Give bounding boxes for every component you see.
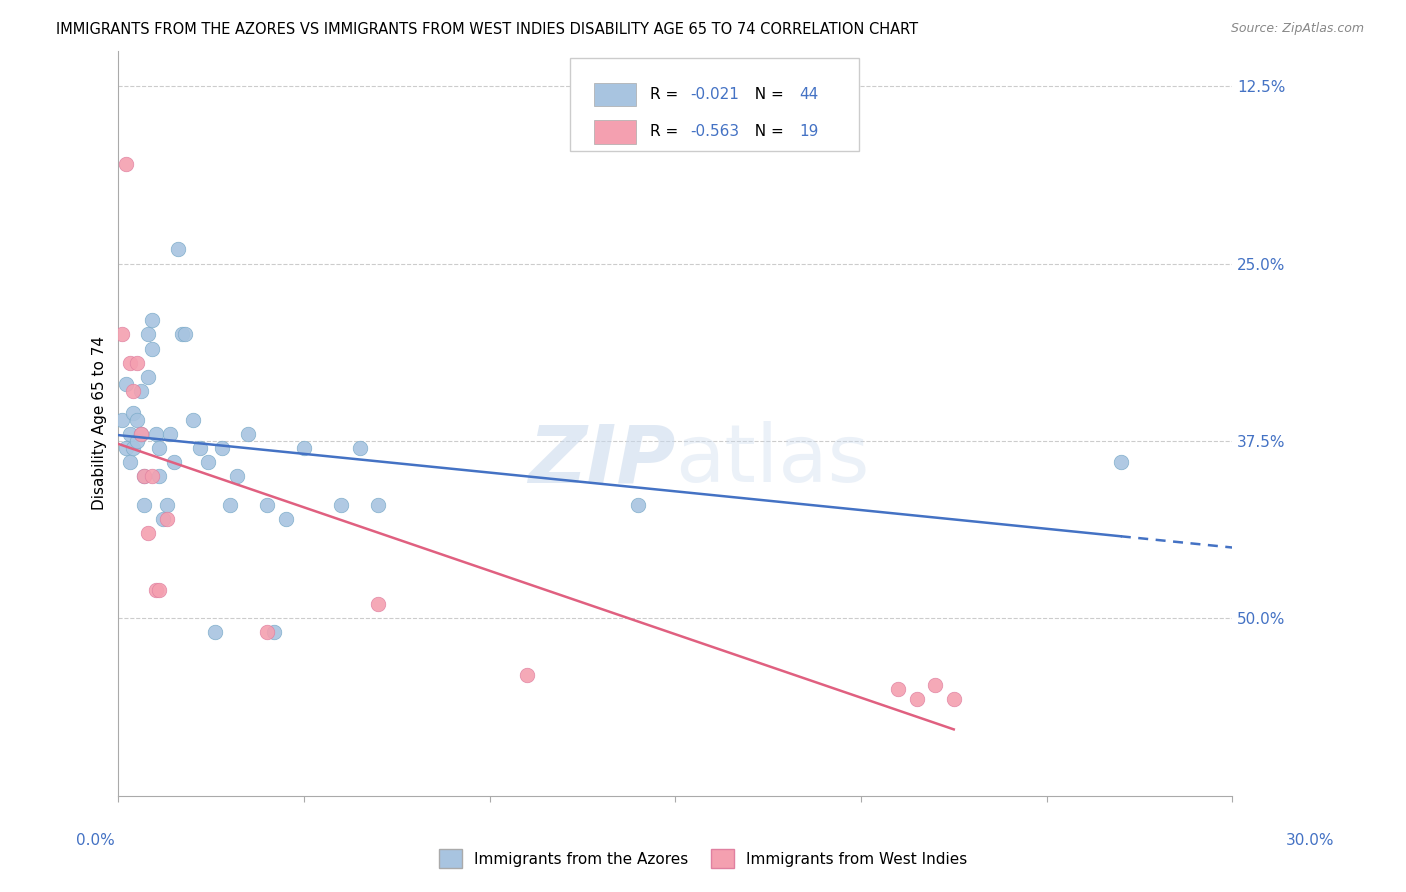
Point xyxy=(141,342,163,356)
Point xyxy=(163,455,186,469)
Point xyxy=(134,469,156,483)
Point xyxy=(141,313,163,327)
Point xyxy=(204,625,226,640)
Point xyxy=(145,582,167,597)
Point xyxy=(367,498,389,512)
Point xyxy=(122,441,145,455)
Point xyxy=(136,526,159,541)
Text: N =: N = xyxy=(745,124,789,139)
Text: ZIP: ZIP xyxy=(527,421,675,500)
Point xyxy=(125,356,148,370)
Point xyxy=(118,426,141,441)
Point xyxy=(136,370,159,384)
Point xyxy=(122,405,145,419)
Text: 30.0%: 30.0% xyxy=(1286,833,1334,847)
Point xyxy=(188,441,211,455)
FancyBboxPatch shape xyxy=(593,83,637,106)
Point xyxy=(156,512,179,526)
Point xyxy=(627,498,650,512)
Point xyxy=(129,426,152,441)
Text: R =: R = xyxy=(650,87,683,102)
Point xyxy=(148,469,170,483)
Text: N =: N = xyxy=(745,87,789,102)
Point xyxy=(134,469,156,483)
Text: R =: R = xyxy=(650,124,683,139)
Point xyxy=(256,498,278,512)
Point xyxy=(125,434,148,448)
Point xyxy=(115,441,138,455)
Text: atlas: atlas xyxy=(675,421,870,500)
Point xyxy=(115,157,138,171)
Point xyxy=(174,327,197,342)
Point xyxy=(238,426,260,441)
Point xyxy=(118,455,141,469)
Point xyxy=(924,678,946,692)
Point xyxy=(148,441,170,455)
Legend: Immigrants from the Azores, Immigrants from West Indies: Immigrants from the Azores, Immigrants f… xyxy=(432,841,974,875)
Point xyxy=(118,356,141,370)
Text: -0.563: -0.563 xyxy=(690,124,740,139)
Point xyxy=(367,597,389,611)
Point xyxy=(330,498,353,512)
Point xyxy=(197,455,219,469)
Point xyxy=(211,441,233,455)
Point xyxy=(156,498,179,512)
Point xyxy=(942,692,965,706)
Point xyxy=(256,625,278,640)
Point xyxy=(148,582,170,597)
Point xyxy=(145,426,167,441)
Point xyxy=(292,441,315,455)
Point xyxy=(181,412,204,426)
Point xyxy=(166,243,188,257)
Point xyxy=(159,426,181,441)
Text: Source: ZipAtlas.com: Source: ZipAtlas.com xyxy=(1230,22,1364,36)
Point xyxy=(115,377,138,392)
Point xyxy=(905,692,928,706)
Point xyxy=(263,625,285,640)
Text: 44: 44 xyxy=(799,87,818,102)
Point xyxy=(122,384,145,399)
Point xyxy=(136,327,159,342)
Text: 19: 19 xyxy=(799,124,818,139)
Point xyxy=(218,498,240,512)
Point xyxy=(111,327,134,342)
Point xyxy=(516,668,538,682)
Point xyxy=(134,498,156,512)
Point xyxy=(152,512,174,526)
Point xyxy=(349,441,371,455)
Point xyxy=(141,469,163,483)
Point xyxy=(1109,455,1132,469)
Text: IMMIGRANTS FROM THE AZORES VS IMMIGRANTS FROM WEST INDIES DISABILITY AGE 65 TO 7: IMMIGRANTS FROM THE AZORES VS IMMIGRANTS… xyxy=(56,22,918,37)
Text: 0.0%: 0.0% xyxy=(76,833,115,847)
Point xyxy=(274,512,297,526)
Text: -0.021: -0.021 xyxy=(690,87,738,102)
FancyBboxPatch shape xyxy=(593,120,637,144)
Point xyxy=(125,412,148,426)
Point xyxy=(226,469,249,483)
FancyBboxPatch shape xyxy=(569,58,859,152)
Point xyxy=(129,426,152,441)
Point xyxy=(111,412,134,426)
Point xyxy=(170,327,193,342)
Point xyxy=(887,682,910,697)
Y-axis label: Disability Age 65 to 74: Disability Age 65 to 74 xyxy=(93,336,107,510)
Point xyxy=(129,384,152,399)
